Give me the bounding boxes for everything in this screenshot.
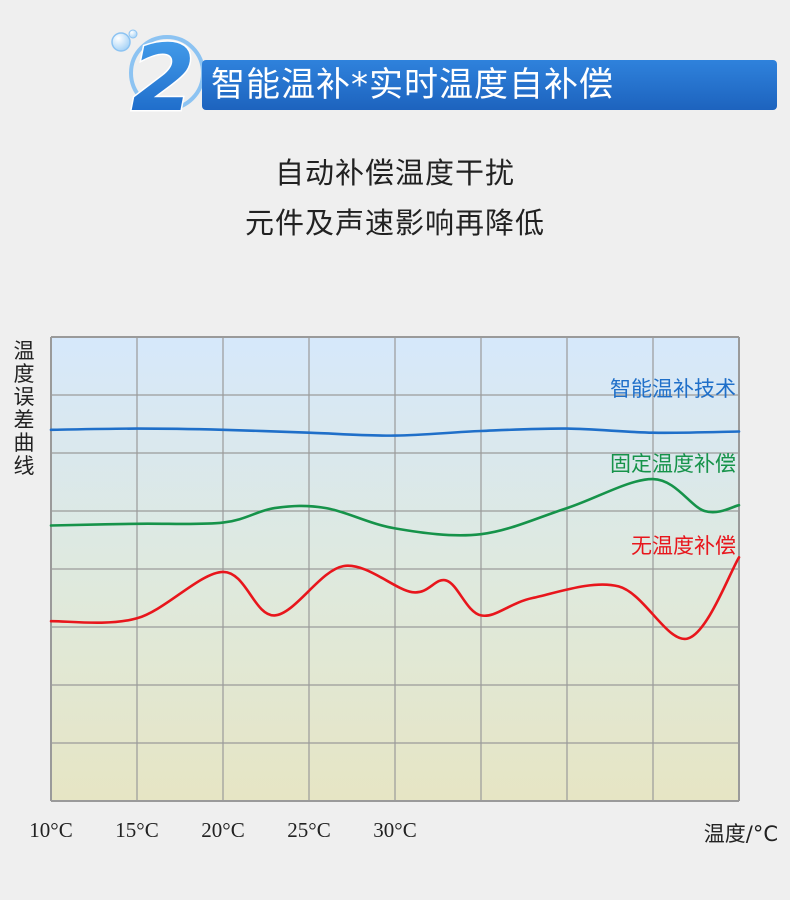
series-lines [49,427,741,640]
series-label-1: 智能温补技术 [610,377,736,401]
banner-title: 智能温补*实时温度自补偿 [211,65,614,105]
x-tick-label: 10°C [29,818,73,842]
series-line-3 [49,556,741,640]
subtitle-line-1: 自动补偿温度干扰 [274,156,515,190]
grid-lines [50,336,740,802]
x-tick-label: 25°C [287,818,331,842]
x-tick-label: 20°C [201,818,245,842]
series-label-2: 固定温度补偿 [610,452,736,476]
x-tick-label: 15°C [115,818,159,842]
badge-number: 2 [131,25,195,118]
series-label-3: 无温度补偿 [631,534,736,558]
x-axis-unit-label: 温度/°C [703,822,778,846]
subtitle-line-2: 元件及声速影响再降低 [244,206,545,240]
series-line-2 [49,477,741,537]
y-axis-label: 温 度 误 差 曲 线 [13,339,35,478]
series-line-1 [49,427,741,437]
x-tick-label: 30°C [373,818,417,842]
banner-bar [202,60,777,110]
header-banner: 2 智能温补*实时温度自补偿 [105,18,777,118]
